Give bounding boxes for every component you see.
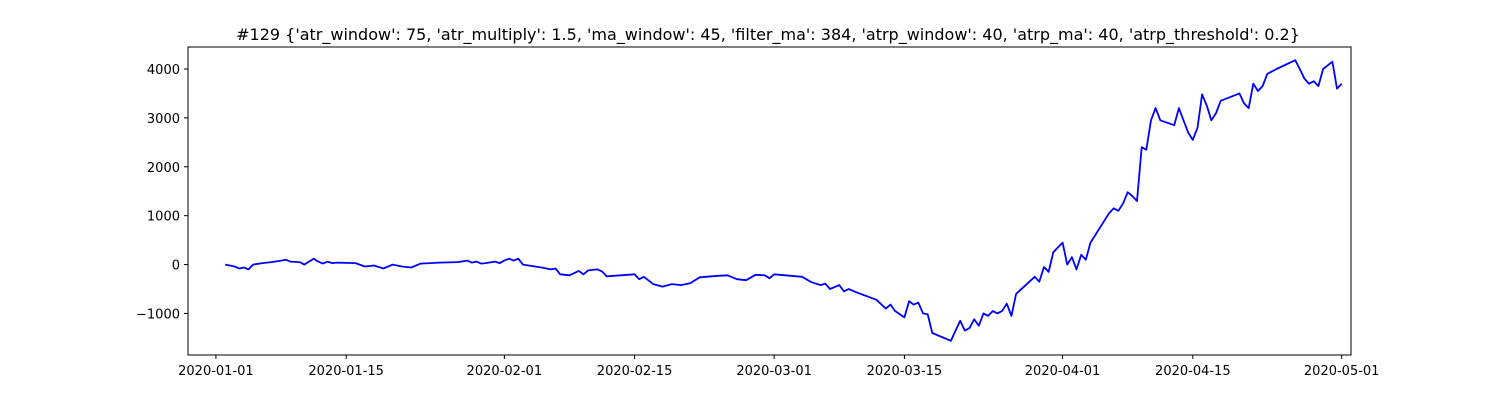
y-tick-label: −1000 — [136, 307, 180, 322]
x-tick-label: 2020-01-15 — [308, 364, 384, 379]
y-tick-label: 4000 — [147, 63, 180, 78]
series-layer — [225, 59, 1343, 342]
plot-area: 2020-01-01 2020-01-15 2020-02-01 2020-02-15… — [136, 46, 1379, 379]
y-axis: −1000 0 1000 2000 3000 4000 — [136, 63, 188, 322]
y-tick-label: 0 — [172, 259, 180, 274]
y-tick-label: 3000 — [147, 112, 180, 127]
y-tick-label: 1000 — [147, 210, 180, 225]
x-tick-label: 2020-02-15 — [597, 364, 673, 379]
x-tick-label: 2020-05-01 — [1304, 364, 1380, 379]
x-tick-label: 2020-04-15 — [1155, 364, 1231, 379]
y-tick-label: 2000 — [147, 161, 180, 176]
x-tick-label: 2020-04-01 — [1025, 364, 1101, 379]
chart-title: #129 {'atr_window': 75, 'atr_multiply': … — [236, 25, 1300, 45]
x-tick-label: 2020-02-01 — [467, 364, 543, 379]
series-line — [225, 59, 1343, 342]
x-axis: 2020-01-01 2020-01-15 2020-02-01 2020-02-15… — [178, 355, 1379, 379]
x-tick-label: 2020-01-01 — [178, 364, 254, 379]
x-tick-label: 2020-03-15 — [867, 364, 943, 379]
x-tick-label: 2020-03-01 — [736, 364, 812, 379]
plot-frame — [187, 46, 1352, 356]
